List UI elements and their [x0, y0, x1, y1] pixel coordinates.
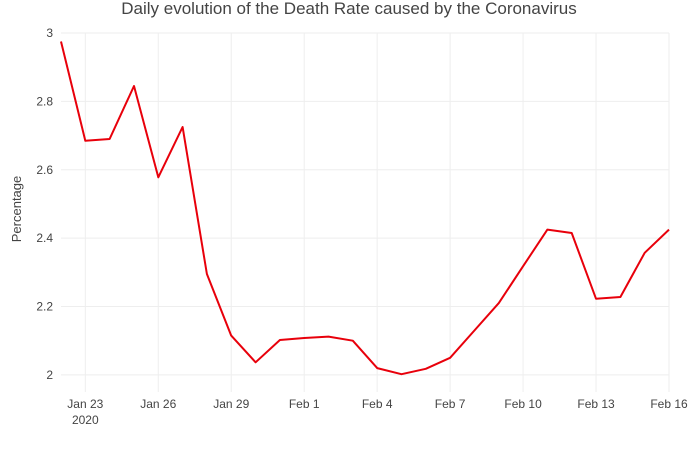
data-point[interactable]	[252, 358, 260, 366]
data-point[interactable]	[665, 226, 673, 234]
y-tick-label: 3	[46, 26, 53, 40]
data-point[interactable]	[81, 137, 89, 145]
data-point[interactable]	[592, 295, 600, 303]
y-tick-label: 2	[46, 368, 53, 382]
x-tick-label: Feb 1	[289, 397, 320, 411]
y-tick-label: 2.2	[36, 300, 53, 314]
data-point[interactable]	[57, 38, 65, 46]
y-tick-label: 2.8	[36, 94, 53, 108]
data-point[interactable]	[130, 82, 138, 90]
data-point[interactable]	[154, 173, 162, 181]
data-point[interactable]	[495, 299, 503, 307]
x-tick-label: Feb 16	[650, 397, 688, 411]
x-tick-label: Feb 7	[435, 397, 466, 411]
data-point[interactable]	[422, 365, 430, 373]
x-tick-label: Feb 4	[362, 397, 393, 411]
data-point[interactable]	[543, 226, 551, 234]
x-tick-label: Feb 13	[577, 397, 615, 411]
x-tick-label: Jan 26	[140, 397, 176, 411]
y-axis-ticks: 2 2.2 2.4 2.6 2.8 3	[36, 26, 53, 382]
x-axis-ticks: Jan 23 2020 Jan 26 Jan 29 Feb 1 Feb 4 Feb 7 Feb…	[67, 397, 688, 427]
data-point[interactable]	[446, 354, 454, 362]
data-point[interactable]	[373, 364, 381, 372]
y-tick-label: 2.6	[36, 163, 53, 177]
chart-title: Daily evolution of the Death Rate caused…	[121, 0, 576, 18]
data-point[interactable]	[470, 326, 478, 334]
y-axis-title: Percentage	[9, 176, 24, 243]
data-point[interactable]	[227, 332, 235, 340]
data-point[interactable]	[203, 270, 211, 278]
x-tick-label: Feb 10	[504, 397, 542, 411]
x-tick-label: Jan 23	[67, 397, 103, 411]
series-layer	[57, 38, 673, 378]
data-point[interactable]	[641, 249, 649, 257]
data-point[interactable]	[349, 337, 357, 345]
x-tick-label: Jan 29	[213, 397, 249, 411]
data-point[interactable]	[325, 333, 333, 341]
grid-lines	[61, 32, 670, 392]
data-point[interactable]	[106, 135, 114, 143]
data-point[interactable]	[397, 370, 405, 378]
data-point[interactable]	[300, 334, 308, 342]
series-line	[60, 41, 670, 376]
data-point[interactable]	[616, 293, 624, 301]
y-tick-label: 2.4	[36, 231, 53, 245]
data-point[interactable]	[276, 336, 284, 344]
data-point[interactable]	[519, 262, 527, 270]
x-tick-sublabel: 2020	[72, 413, 99, 427]
data-point[interactable]	[568, 229, 576, 237]
data-point[interactable]	[179, 123, 187, 131]
